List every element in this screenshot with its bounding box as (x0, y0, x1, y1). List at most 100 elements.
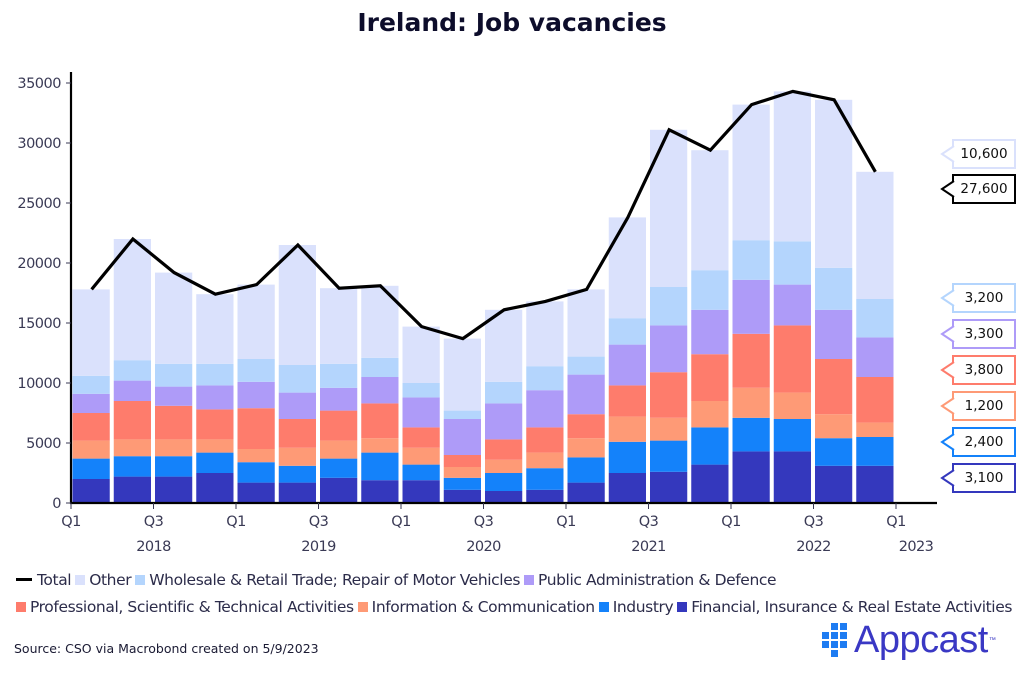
bar-segment (773, 241, 811, 285)
bar-segment (196, 473, 234, 503)
callout-pointer-icon (940, 145, 955, 163)
bar-segment (773, 284, 811, 326)
x-tick-label: Q3 (309, 514, 329, 530)
last-value-callout: 10,600 (940, 139, 1016, 169)
bar-segment (526, 301, 564, 367)
bar-segment (113, 401, 151, 440)
bars-layer (72, 91, 894, 503)
bar-segment (72, 440, 110, 459)
callout-pointer-icon (940, 325, 955, 343)
bar-segment (608, 416, 646, 442)
chart-title: Ireland: Job vacancies (357, 8, 667, 37)
bar-segment (155, 386, 193, 406)
bar-segment (237, 381, 275, 409)
bar-segment (237, 482, 275, 503)
bar-segment (320, 440, 358, 459)
bar-segment (196, 363, 234, 386)
legend-item: Financial, Insurance & Real Estate Activ… (677, 598, 1012, 616)
x-tick-label: Q3 (474, 514, 494, 530)
bar-segment (608, 318, 646, 345)
x-tick-label: Q1 (886, 514, 905, 530)
legend-item: Industry (598, 598, 674, 616)
bar-segment (278, 419, 316, 448)
bar-segment (815, 99, 853, 268)
bar-segment (320, 387, 358, 411)
bar-segment (278, 465, 316, 483)
y-tick-label: 0 (52, 496, 61, 512)
bar-segment (608, 385, 646, 417)
legend-item: Total (16, 571, 72, 589)
bar-segment (567, 356, 605, 375)
bar-segment (856, 437, 894, 466)
bar-segment (155, 456, 193, 477)
bar-segment (196, 452, 234, 473)
bar-segment (608, 344, 646, 386)
x-tick-label: Q1 (721, 514, 740, 530)
bar-segment (196, 294, 234, 364)
bar-segment (320, 477, 358, 503)
bar-segment (856, 377, 894, 423)
legend-label: Industry (612, 598, 674, 616)
bar-segment (608, 441, 646, 473)
bar-segment (443, 410, 481, 419)
x-year-label: 2021 (631, 539, 666, 555)
bar-segment (526, 468, 564, 490)
bar-segment (237, 462, 275, 483)
axes-layer: 0 5000 10000 15000 20000 25000 30000 35000 Q1 Q3 2… (17, 72, 937, 555)
bar-segment (650, 471, 688, 503)
x-tick-label: Q1 (226, 514, 245, 530)
bar-segment (113, 360, 151, 381)
callout-value: 10,600 (960, 146, 1008, 162)
last-value-callout: 3,800 (940, 355, 1016, 385)
bar-segment (237, 408, 275, 449)
x-year-label: 2018 (136, 539, 171, 555)
bar-segment (650, 325, 688, 373)
total-line (90, 89, 877, 341)
bar-segment (732, 451, 770, 503)
bar-segment (732, 240, 770, 280)
legend-label: Other (89, 571, 132, 589)
bar-segment (691, 270, 729, 310)
bar-segment (485, 403, 523, 440)
bar-segment (72, 289, 110, 376)
callout-pointer-icon (940, 397, 955, 415)
x-tick-label: Q3 (144, 514, 164, 530)
legend-label: Public Administration & Defence (538, 571, 777, 589)
bar-segment (402, 427, 440, 448)
bar-segment (773, 325, 811, 393)
legend-color-swatch (75, 575, 86, 585)
bar-segment (773, 451, 811, 503)
bar-segment (155, 363, 193, 387)
legend-item: Information & Communication (357, 598, 595, 616)
bar-segment (856, 299, 894, 338)
bar-segment (196, 439, 234, 453)
bar-segment (320, 288, 358, 364)
bar-segment (485, 439, 523, 460)
bar-segment (691, 464, 729, 503)
bar-segment (691, 401, 729, 428)
stacked-bar-chart: 0 5000 10000 15000 20000 25000 30000 35000 Q1 Q3 2… (17, 72, 937, 555)
callout-pointer-icon (940, 361, 955, 379)
bar-segment (567, 414, 605, 439)
bar-segment (320, 458, 358, 478)
legend-row-1: Total Other Wholesale & Retail Trade; Repa… (16, 571, 780, 589)
bar-segment (443, 338, 481, 411)
bar-segment (650, 129, 688, 287)
legend-label: Information & Communication (371, 598, 595, 616)
bar-segment (361, 480, 399, 503)
legend-color-swatch (598, 602, 609, 612)
legend-color-swatch (524, 575, 535, 585)
bar-segment (361, 377, 399, 404)
bar-segment (320, 410, 358, 441)
bar-segment (773, 392, 811, 419)
bar-segment (361, 357, 399, 377)
bar-segment (320, 363, 358, 388)
bar-segment (402, 397, 440, 428)
y-tick-label: 15000 (17, 316, 61, 332)
bar-segment (485, 459, 523, 473)
bar-segment (732, 333, 770, 388)
x-tick-label: Q1 (61, 514, 80, 530)
bar-segment (237, 359, 275, 382)
logo-wordmark: Appcast (854, 619, 988, 661)
last-value-callout: 3,100 (940, 463, 1016, 493)
